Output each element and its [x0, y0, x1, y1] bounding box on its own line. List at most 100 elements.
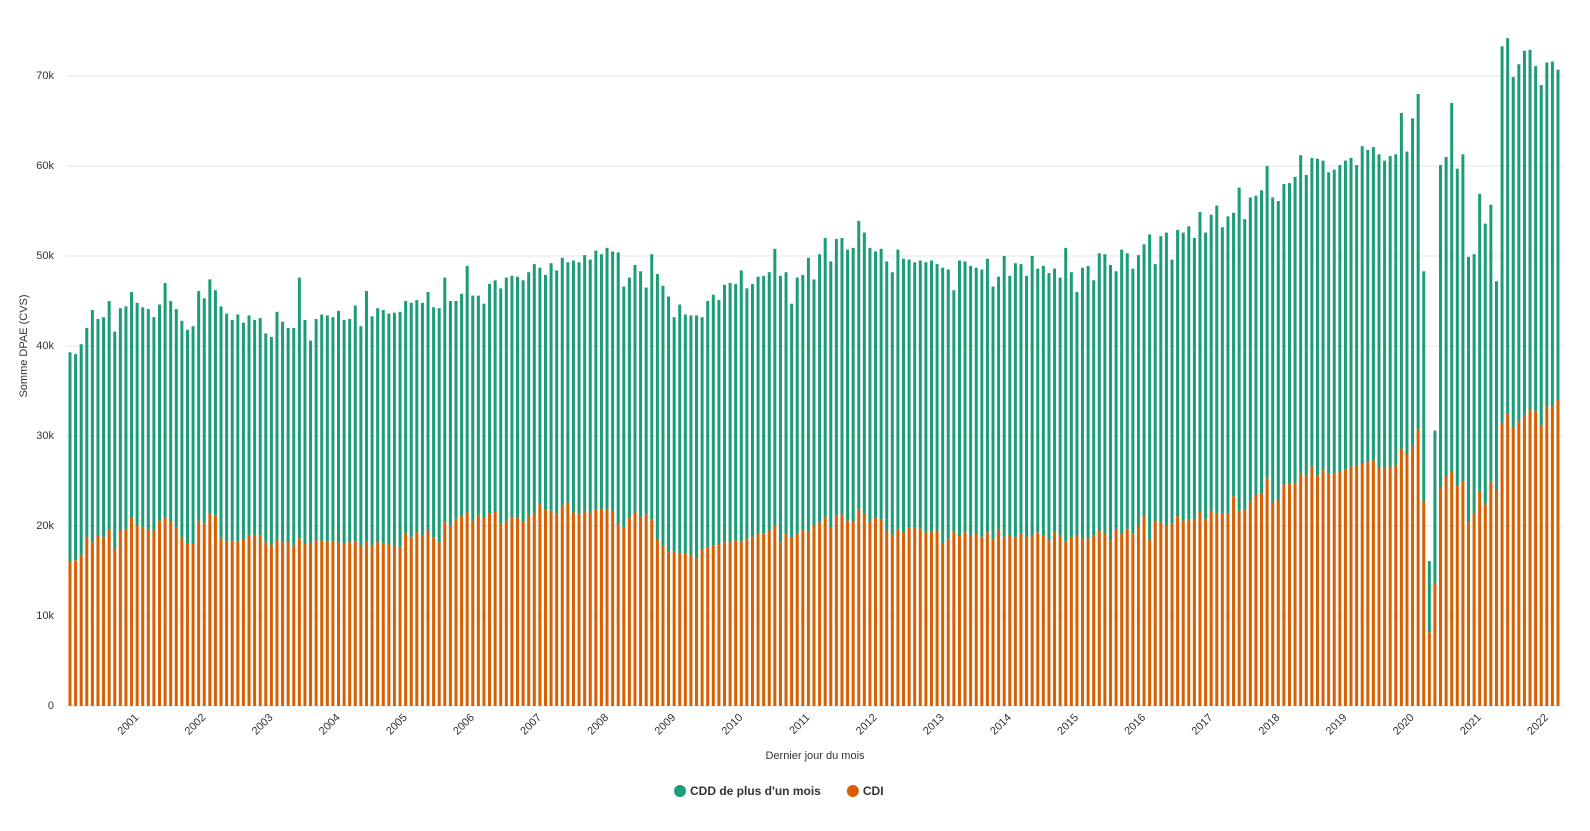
bar-segment: [879, 519, 883, 706]
bar-segment: [985, 258, 989, 533]
bar-segment: [1220, 513, 1224, 706]
bar-segment: [1204, 518, 1208, 706]
bar-segment: [1522, 415, 1526, 706]
bar-segment: [846, 520, 850, 706]
bar-segment: [275, 540, 279, 706]
bar-segment: [1517, 421, 1521, 706]
bar-segment: [1181, 520, 1185, 706]
bar-segment: [806, 257, 810, 532]
bar-segment: [1041, 265, 1045, 536]
bar-segment: [1315, 475, 1319, 706]
bar-segment: [974, 267, 978, 535]
bar-segment: [158, 520, 162, 706]
bar-segment: [918, 260, 922, 529]
bar-segment: [1416, 429, 1420, 706]
bar-segment: [1282, 484, 1286, 706]
bar-segment: [1405, 151, 1409, 454]
bar-segment: [1411, 445, 1415, 706]
bar-segment: [1209, 510, 1213, 706]
bar-segment: [1472, 513, 1476, 706]
bar-segment: [1232, 496, 1236, 706]
bar-segment: [980, 536, 984, 706]
bar-segment: [1405, 454, 1409, 706]
bar-segment: [1304, 475, 1308, 706]
bar-segment: [1383, 468, 1387, 706]
bar-segment: [180, 320, 184, 538]
bar-segment: [1500, 423, 1504, 706]
bar-segment: [370, 316, 374, 546]
bar-segment: [846, 249, 850, 521]
bar-segment: [1148, 234, 1152, 540]
bar-segment: [1164, 232, 1168, 526]
bar-segment: [1086, 265, 1090, 539]
bar-segment: [790, 537, 794, 706]
bar-segment: [448, 301, 452, 526]
bar-segment: [661, 285, 665, 545]
bar-segment: [286, 542, 290, 706]
bar-segment: [320, 540, 324, 706]
bar-segment: [1114, 529, 1118, 706]
bar-segment: [152, 530, 156, 706]
bar-segment: [309, 340, 313, 544]
bar-segment: [297, 277, 301, 539]
bar-segment: [650, 254, 654, 520]
bar-segment: [1522, 50, 1526, 416]
bar-segment: [969, 535, 973, 706]
bar-segment: [1170, 523, 1174, 706]
bar-segment: [784, 272, 788, 535]
bar-segment: [879, 248, 883, 520]
bar-segment: [1002, 256, 1006, 537]
bar-segment: [633, 265, 637, 513]
bar-segment: [1192, 238, 1196, 519]
bar-segment: [605, 509, 609, 706]
bar-segment: [1444, 157, 1448, 477]
bar-segment: [762, 533, 766, 706]
bar-segment: [404, 301, 408, 534]
bar-segment: [655, 539, 659, 706]
bar-segment: [728, 283, 732, 543]
bar-segment: [722, 284, 726, 543]
bar-segment: [1506, 38, 1510, 414]
bar-segment: [281, 542, 285, 706]
bar-segment: [247, 315, 251, 535]
x-tick-label: 2012: [854, 712, 880, 738]
bar-segment: [1343, 160, 1347, 470]
bar-segment: [392, 545, 396, 706]
bar-segment: [392, 312, 396, 546]
bar-segment: [941, 267, 945, 544]
bar-segment: [527, 272, 531, 517]
bar-segment: [952, 290, 956, 532]
bar-segment: [79, 554, 83, 706]
bar-segment: [1131, 533, 1135, 706]
bar-segment: [1528, 49, 1532, 410]
bar-segment: [465, 512, 469, 706]
bar-segment: [1427, 561, 1431, 633]
bar-segment: [269, 544, 273, 706]
bar-segment: [1232, 212, 1236, 497]
bar-segment: [1466, 522, 1470, 706]
bar-segment: [935, 264, 939, 531]
legend-label: CDD de plus d'un mois: [690, 784, 821, 798]
bar-segment: [146, 309, 150, 530]
bar-segment: [571, 512, 575, 706]
bar-segment: [778, 275, 782, 543]
bar-segment: [1153, 521, 1157, 706]
bar-segment: [1254, 494, 1258, 706]
bar-segment: [756, 276, 760, 535]
bar-segment: [348, 542, 352, 706]
bar-segment: [801, 274, 805, 530]
bar-segment: [85, 537, 89, 706]
bar-segment: [409, 302, 413, 537]
bar-segment: [1092, 280, 1096, 536]
bar-segment: [1254, 195, 1258, 495]
bar-segment: [711, 294, 715, 546]
bar-segment: [493, 511, 497, 706]
legend: CDD de plus d'un mois CDI: [674, 784, 884, 798]
bar-segment: [896, 249, 900, 530]
bar-segment: [1399, 112, 1403, 449]
bar-segment: [571, 260, 575, 513]
bar-segment: [661, 544, 665, 706]
bar-segment: [236, 314, 240, 542]
bar-segment: [1192, 518, 1196, 706]
bar-segment: [493, 280, 497, 512]
